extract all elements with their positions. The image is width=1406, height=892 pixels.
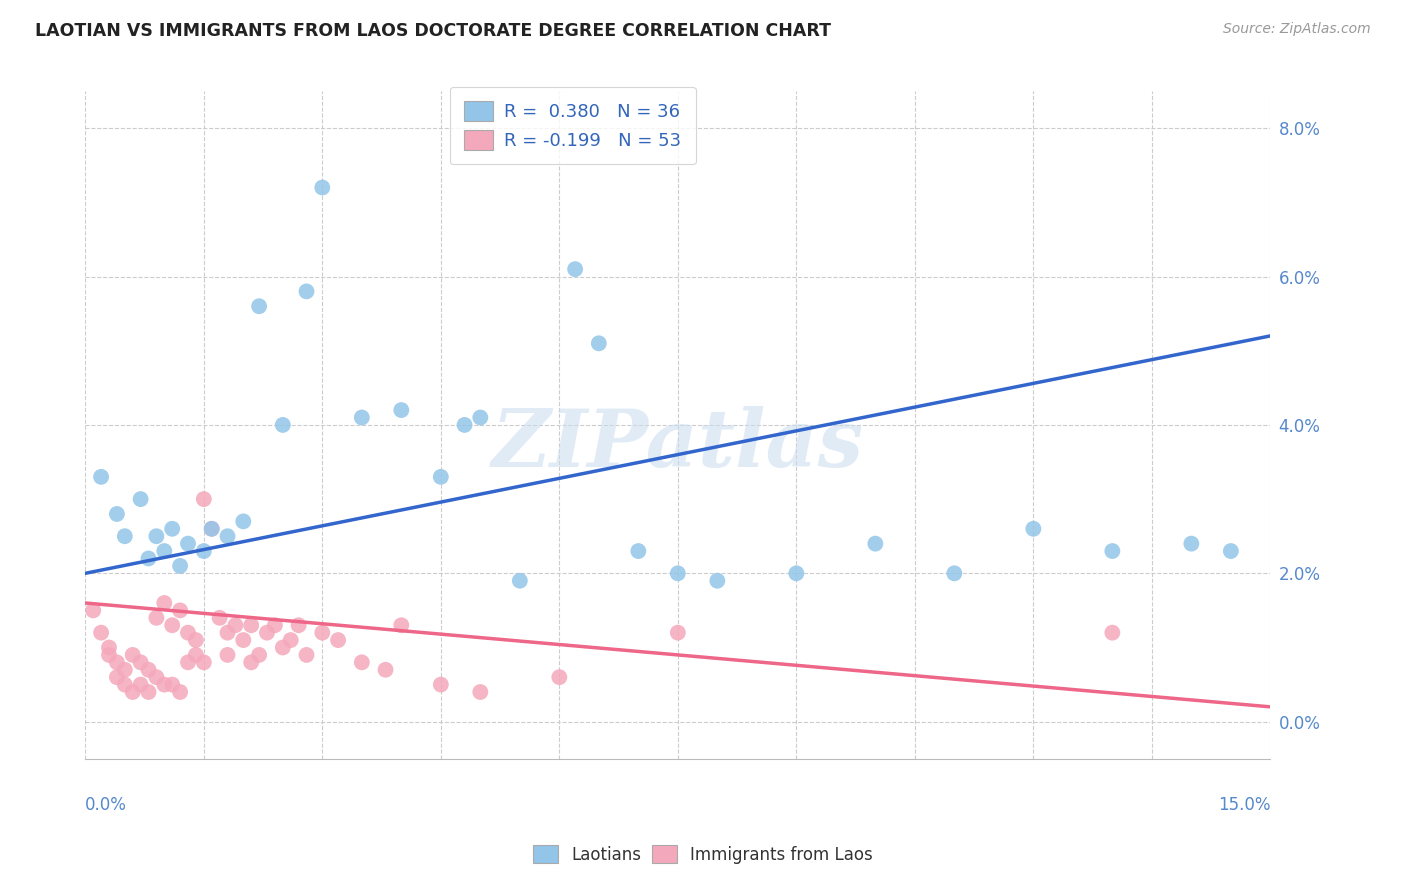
Point: [184, 633, 207, 648]
Point: [129, 677, 152, 691]
Point: [224, 618, 246, 632]
Point: [169, 558, 191, 573]
Text: 0.0%: 0.0%: [86, 796, 127, 814]
Point: [201, 522, 224, 536]
Point: [217, 625, 239, 640]
Point: [82, 603, 104, 617]
Point: [280, 633, 302, 648]
Point: [160, 522, 183, 536]
Point: [374, 663, 396, 677]
Text: Source: ZipAtlas.com: Source: ZipAtlas.com: [1223, 22, 1371, 37]
Point: [129, 492, 152, 507]
Point: [588, 336, 610, 351]
Point: [311, 625, 333, 640]
Point: [153, 544, 176, 558]
Point: [256, 625, 278, 640]
Point: [138, 685, 160, 699]
Point: [145, 670, 167, 684]
Point: [177, 536, 200, 550]
Point: [389, 618, 412, 632]
Text: ZIPatlas: ZIPatlas: [492, 406, 863, 483]
Point: [138, 663, 160, 677]
Point: [177, 625, 200, 640]
Point: [350, 410, 373, 425]
Point: [114, 677, 136, 691]
Point: [177, 656, 200, 670]
Point: [138, 551, 160, 566]
Point: [350, 656, 373, 670]
Point: [193, 492, 215, 507]
Point: [145, 529, 167, 543]
Point: [114, 529, 136, 543]
Text: LAOTIAN VS IMMIGRANTS FROM LAOS DOCTORATE DEGREE CORRELATION CHART: LAOTIAN VS IMMIGRANTS FROM LAOS DOCTORAT…: [35, 22, 831, 40]
Point: [1101, 625, 1123, 640]
Point: [311, 180, 333, 194]
Legend: R =  0.380   N = 36, R = -0.199   N = 53: R = 0.380 N = 36, R = -0.199 N = 53: [450, 87, 696, 164]
Point: [240, 618, 263, 632]
Point: [389, 403, 412, 417]
Point: [121, 648, 143, 662]
Point: [217, 648, 239, 662]
Point: [201, 522, 224, 536]
Point: [98, 648, 121, 662]
Point: [217, 529, 239, 543]
Point: [287, 618, 309, 632]
Point: [105, 507, 128, 521]
Point: [145, 611, 167, 625]
Point: [90, 625, 112, 640]
Point: [509, 574, 531, 588]
Point: [153, 596, 176, 610]
Point: [295, 285, 318, 299]
Text: 15.0%: 15.0%: [1218, 796, 1271, 814]
Point: [193, 656, 215, 670]
Point: [470, 685, 492, 699]
Point: [193, 544, 215, 558]
Point: [129, 656, 152, 670]
Point: [706, 574, 728, 588]
Point: [271, 417, 294, 432]
Point: [548, 670, 571, 684]
Point: [627, 544, 650, 558]
Point: [271, 640, 294, 655]
Point: [1219, 544, 1241, 558]
Point: [208, 611, 231, 625]
Point: [105, 670, 128, 684]
Point: [264, 618, 287, 632]
Point: [295, 648, 318, 662]
Point: [160, 618, 183, 632]
Point: [240, 656, 263, 670]
Point: [666, 566, 689, 581]
Point: [1022, 522, 1045, 536]
Point: [232, 633, 254, 648]
Point: [121, 685, 143, 699]
Point: [326, 633, 349, 648]
Point: [453, 417, 475, 432]
Point: [430, 470, 453, 484]
Point: [184, 648, 207, 662]
Point: [785, 566, 807, 581]
Point: [865, 536, 887, 550]
Point: [470, 410, 492, 425]
Legend: Laotians, Immigrants from Laos: Laotians, Immigrants from Laos: [527, 838, 879, 871]
Point: [160, 677, 183, 691]
Point: [666, 625, 689, 640]
Point: [943, 566, 966, 581]
Point: [1101, 544, 1123, 558]
Point: [247, 648, 270, 662]
Point: [1180, 536, 1202, 550]
Point: [564, 262, 586, 277]
Point: [98, 640, 121, 655]
Point: [247, 299, 270, 313]
Point: [169, 603, 191, 617]
Point: [105, 656, 128, 670]
Point: [169, 685, 191, 699]
Point: [90, 470, 112, 484]
Point: [232, 515, 254, 529]
Point: [153, 677, 176, 691]
Point: [114, 663, 136, 677]
Point: [430, 677, 453, 691]
